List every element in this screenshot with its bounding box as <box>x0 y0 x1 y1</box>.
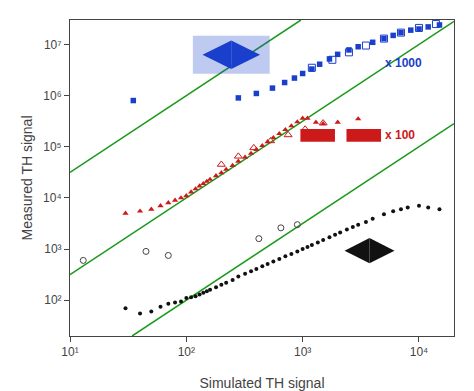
svg-text:10³: 10³ <box>294 345 311 359</box>
svg-text:10²: 10² <box>178 345 195 359</box>
svg-text:Simulated TH signal: Simulated TH signal <box>199 375 324 391</box>
svg-text:10⁵: 10⁵ <box>43 140 61 154</box>
svg-text:10⁴: 10⁴ <box>43 191 62 205</box>
svg-text:10¹: 10¹ <box>61 345 78 359</box>
svg-text:x 100: x 100 <box>385 128 415 142</box>
svg-text:10⁴: 10⁴ <box>410 345 429 359</box>
svg-text:10⁶: 10⁶ <box>43 89 61 103</box>
svg-text:10³: 10³ <box>44 242 61 256</box>
svg-text:Measured TH signal: Measured TH signal <box>19 115 35 240</box>
svg-text:10²: 10² <box>44 293 61 307</box>
svg-text:10⁷: 10⁷ <box>44 38 62 52</box>
svg-text:x 1000: x 1000 <box>385 56 422 70</box>
